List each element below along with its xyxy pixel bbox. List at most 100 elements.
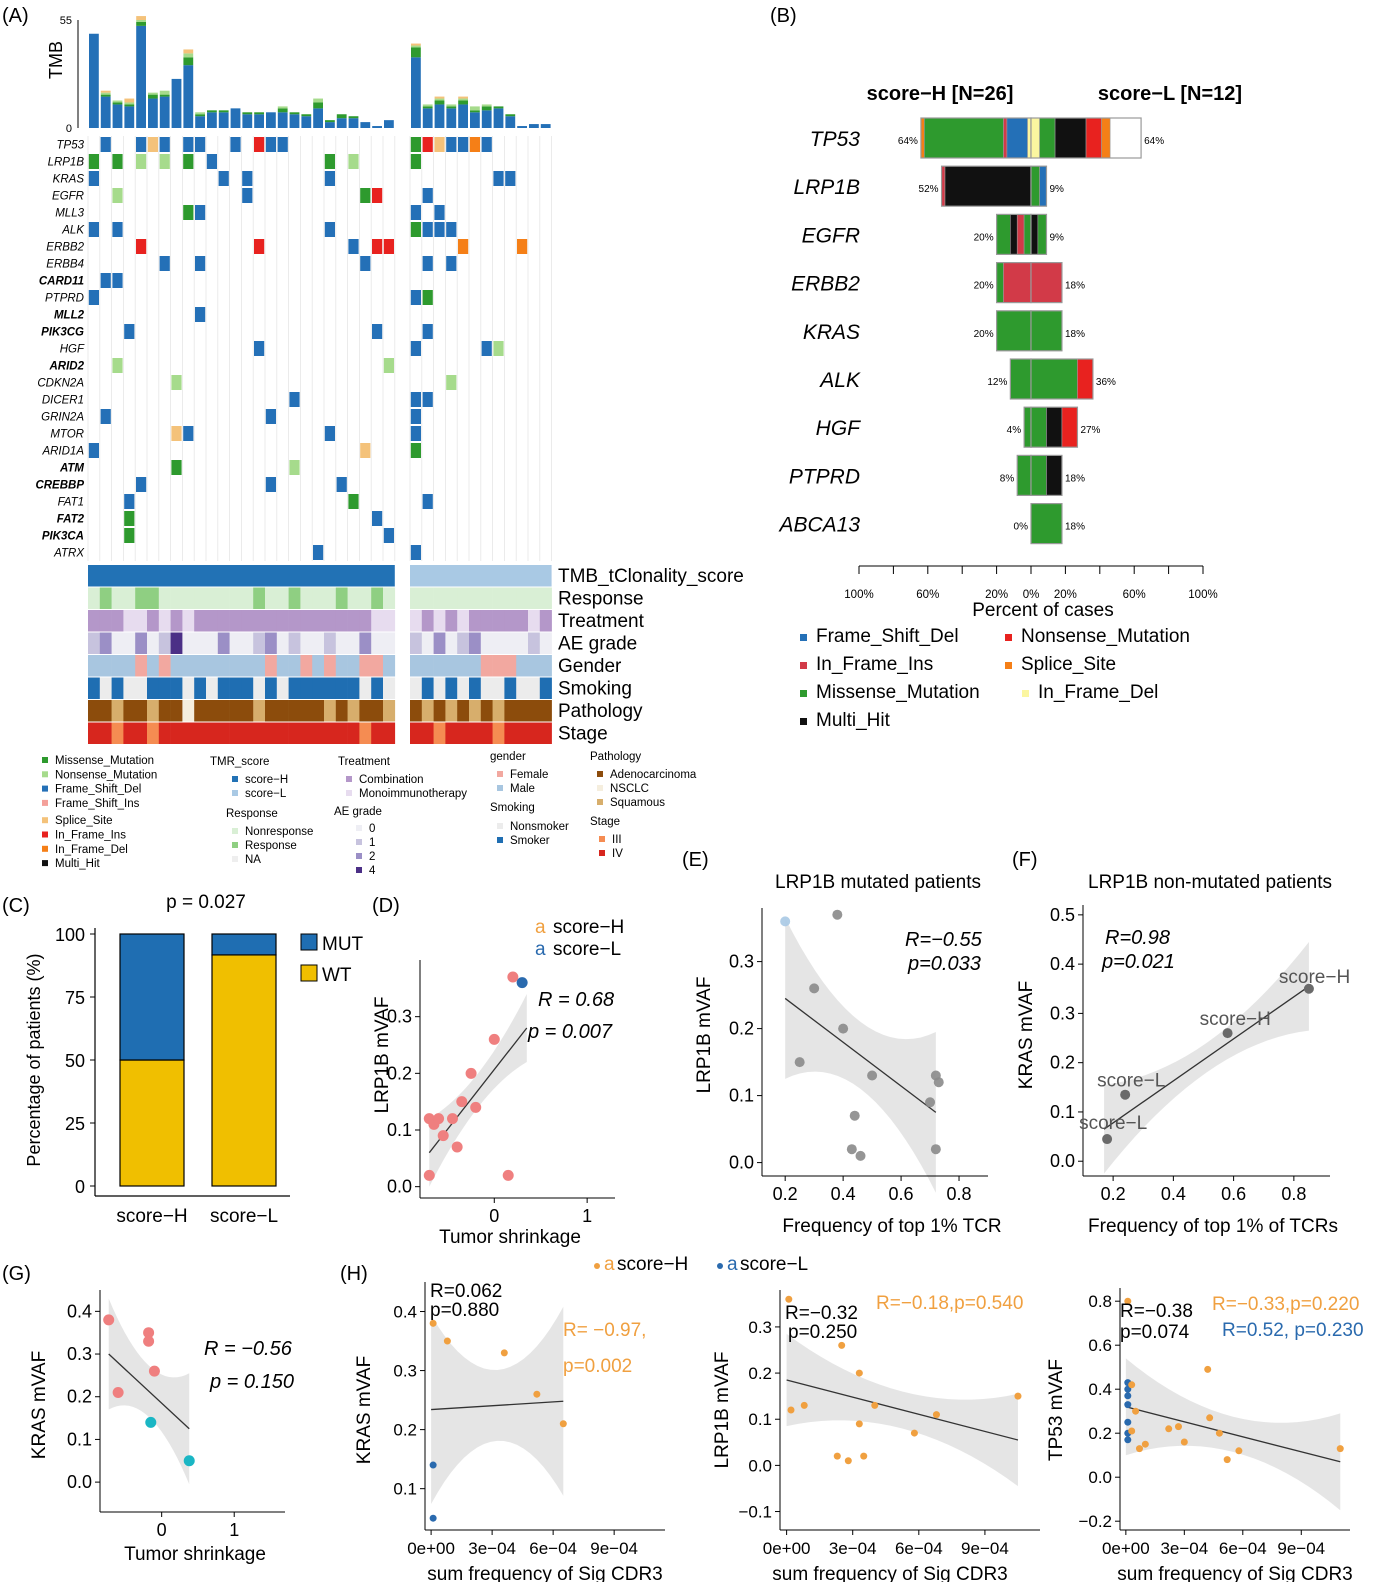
pct-label: 18% bbox=[1065, 473, 1085, 484]
legend-swatch bbox=[1005, 662, 1012, 669]
legend-label: Multi_Hit bbox=[816, 710, 891, 731]
track-cell bbox=[421, 722, 434, 744]
track-cell bbox=[217, 655, 230, 677]
oncoplot-grid bbox=[87, 136, 552, 561]
legend-title: Pathology bbox=[590, 751, 641, 763]
tmb-bar-segment bbox=[207, 112, 217, 128]
track-cell bbox=[457, 587, 470, 609]
track-cell bbox=[217, 610, 230, 632]
x-tick-label: 1 bbox=[229, 1520, 239, 1540]
legend-label: score−L bbox=[740, 1254, 808, 1275]
track-label: TMB_tClonality_score bbox=[558, 566, 744, 587]
e-ylabel: LRP1B mVAF bbox=[694, 977, 715, 1094]
track-cell bbox=[123, 722, 136, 744]
bar-segment bbox=[1003, 117, 1008, 159]
tmb-bar-segment bbox=[195, 114, 205, 117]
legend-swatch bbox=[597, 771, 603, 777]
track-cell bbox=[469, 632, 482, 654]
track-cell bbox=[371, 655, 384, 677]
bar-segment bbox=[1003, 262, 1032, 303]
legend-swatch bbox=[1005, 634, 1012, 641]
bar-segment bbox=[1030, 358, 1078, 400]
legend-label: 4 bbox=[369, 865, 376, 877]
gene-label: TP53 bbox=[810, 128, 861, 151]
data-point bbox=[488, 1033, 500, 1045]
track-cell bbox=[265, 655, 278, 677]
mutation-cell bbox=[410, 341, 421, 356]
e-title: LRP1B mutated patients bbox=[775, 872, 981, 893]
legend-label: Monoimmunotherapy bbox=[359, 788, 467, 800]
bar-segment bbox=[1039, 117, 1056, 159]
legend-swatch bbox=[42, 757, 48, 763]
track-cell bbox=[182, 722, 195, 744]
track-cell bbox=[229, 700, 242, 722]
track-cell bbox=[371, 700, 384, 722]
y-tick-label: 0.3 bbox=[387, 1007, 412, 1027]
track-cell bbox=[158, 722, 171, 744]
track-cell bbox=[528, 655, 541, 677]
tmb-bar-segment bbox=[183, 57, 194, 66]
tmb-bar-segment bbox=[529, 124, 539, 128]
y-tick-label: 0.1 bbox=[393, 1480, 417, 1499]
legend-swatch bbox=[42, 831, 48, 838]
track-cell bbox=[516, 700, 529, 722]
stat-r: R = −0.56 bbox=[204, 1338, 293, 1360]
pct-label: 64% bbox=[1144, 136, 1164, 147]
gene-label: KRAS bbox=[53, 174, 85, 186]
tmb-bar-segment bbox=[481, 104, 492, 107]
mutation-cell bbox=[324, 171, 335, 186]
mutation-cell bbox=[183, 137, 194, 152]
gene-label: CDKN2A bbox=[37, 378, 84, 390]
tmb-bar-segment bbox=[446, 108, 457, 128]
legend-label: Nonresponse bbox=[245, 826, 313, 838]
bar-outline bbox=[1030, 117, 1142, 159]
b-xlabel: Percent of cases bbox=[972, 600, 1114, 621]
tmb-bar-segment bbox=[434, 98, 445, 101]
mutation-cell bbox=[195, 256, 206, 271]
track-cell bbox=[111, 610, 124, 632]
tmb-bar-segment bbox=[159, 90, 170, 95]
track-cell bbox=[469, 610, 482, 632]
data-point bbox=[516, 977, 528, 989]
legend-label: 1 bbox=[369, 837, 375, 849]
data-point bbox=[507, 971, 519, 983]
track-cell bbox=[206, 587, 219, 609]
legend-label: 0 bbox=[369, 823, 375, 835]
mutation-cell bbox=[410, 443, 421, 458]
track-cell bbox=[539, 722, 552, 744]
data-point bbox=[1124, 1297, 1132, 1305]
track-cell bbox=[492, 655, 505, 677]
track-score-l bbox=[410, 565, 552, 587]
mutation-cell bbox=[360, 443, 371, 458]
bar-mut bbox=[119, 933, 185, 1061]
legend-label: Frame_Shift_Del bbox=[55, 784, 141, 796]
tmb-bar-segment bbox=[89, 33, 99, 128]
mutation-cell bbox=[481, 137, 492, 152]
track-cell bbox=[147, 700, 160, 722]
track-cell bbox=[182, 587, 195, 609]
fit-line bbox=[1125, 1406, 1341, 1463]
track-cell bbox=[88, 700, 101, 722]
panel-f: 0.0 0.1 0.2 0.3 0.4 0.5 0.2 0.4 0.6 0.8 score−L sco… bbox=[1016, 872, 1350, 1237]
tick-label: 60% bbox=[916, 589, 939, 601]
legend-swatch bbox=[800, 634, 807, 641]
mutation-cell bbox=[410, 290, 421, 305]
track-label: Stage bbox=[558, 724, 608, 745]
legend-swatch bbox=[497, 823, 503, 829]
tmb-bar-segment bbox=[313, 98, 323, 103]
track-cell bbox=[111, 677, 124, 699]
tmb-bar-segment bbox=[266, 112, 276, 128]
mutation-cell bbox=[242, 171, 253, 186]
tick-label: 20% bbox=[985, 589, 1008, 601]
mutation-cell bbox=[410, 222, 421, 237]
panel-e: 0.0 0.1 0.2 0.3 0.2 0.4 0.6 0.8 LRP1B mutated pa… bbox=[694, 872, 1002, 1237]
legend-label: Male bbox=[510, 783, 535, 795]
track-cell bbox=[504, 587, 517, 609]
tmb-bar-segment bbox=[422, 104, 433, 107]
legend-label: Splice_Site bbox=[55, 815, 113, 827]
tmb-bar-segment bbox=[242, 114, 253, 128]
track-cell bbox=[229, 722, 242, 744]
mutation-cell bbox=[100, 409, 111, 424]
track-cell bbox=[383, 677, 396, 699]
mutation-cell bbox=[336, 477, 347, 492]
